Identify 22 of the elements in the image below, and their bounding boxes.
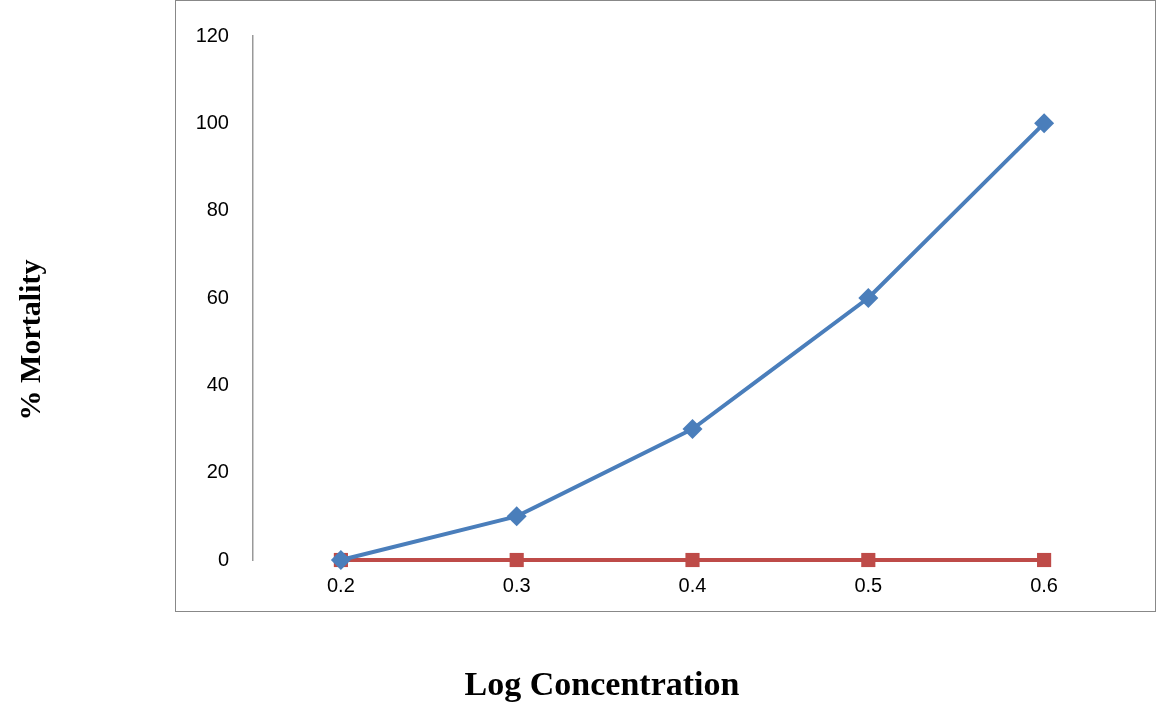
x-tick-label: 0.5: [854, 573, 883, 596]
point: [861, 552, 876, 568]
point: [858, 288, 879, 308]
y-tick-label: 20: [206, 460, 229, 483]
y-tick-label: 80: [206, 198, 229, 221]
y-axis-title: % Mortality: [13, 259, 47, 421]
x-tick-label: 0.6: [1030, 573, 1059, 596]
point: [509, 552, 524, 568]
y-tick-label: 40: [206, 372, 229, 395]
y-tick-label: 60: [206, 285, 229, 308]
x-tick-label: 0.2: [326, 573, 355, 596]
point: [1037, 552, 1052, 568]
x-tick-label: 0.4: [678, 573, 707, 596]
y-tick-label: 100: [195, 110, 229, 133]
x-axis-title: Log Concentration: [464, 665, 740, 703]
y-tick-label: 120: [195, 23, 229, 46]
point: [1034, 113, 1055, 134]
x-tick-label: 0.3: [502, 573, 531, 596]
point: [685, 552, 700, 568]
y-tick-label: 0: [217, 547, 229, 570]
point: [506, 506, 527, 527]
point: [682, 419, 703, 439]
